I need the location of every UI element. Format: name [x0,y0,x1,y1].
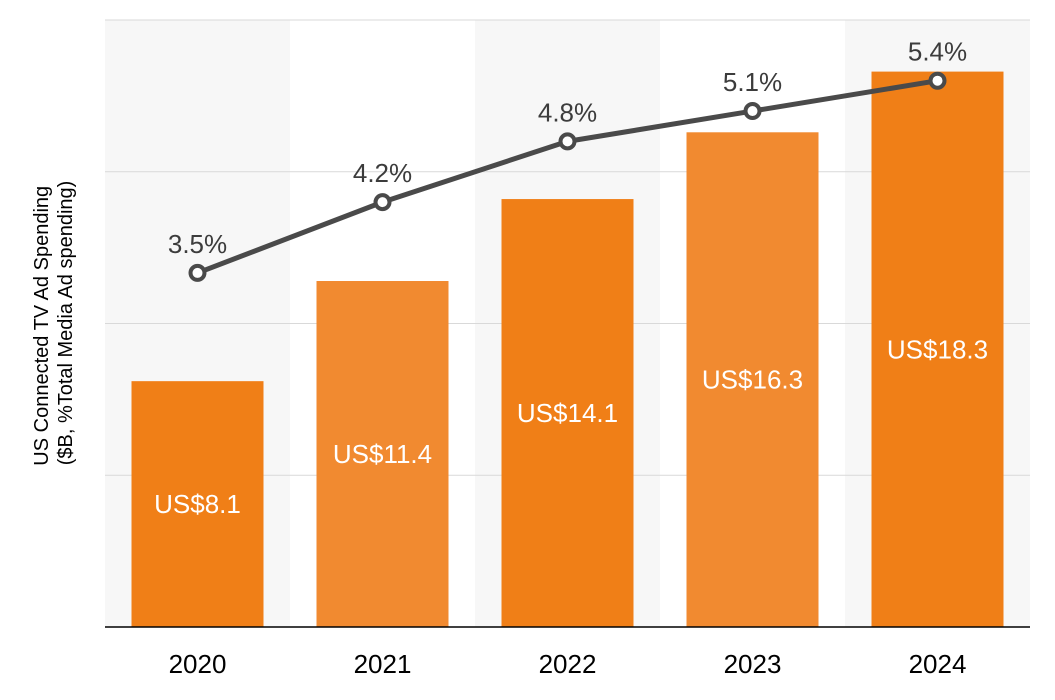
line-value-labels: 3.5% 4.2% 4.8% 5.1% 5.4% [168,37,967,259]
bar-2024 [871,71,1004,628]
line-point-2023 [743,102,762,121]
bar-value-label-2024: US$18.3 [887,334,988,364]
line-value-label-2021: 4.2% [353,158,412,188]
bar-value-label-2023: US$16.3 [702,365,803,395]
line-point-2021 [373,193,392,212]
bar-value-label-2022: US$14.1 [517,398,618,428]
bar-2021 [316,281,449,627]
bar-2023 [686,132,819,628]
line-point-2020 [188,263,207,282]
y-axis-title-line-2: ($B, %Total Media Ad spending) [55,181,77,466]
x-tick-label-2020: 2020 [169,649,227,679]
line-value-label-2020: 3.5% [168,229,227,259]
bar-2022 [501,199,634,627]
line-series [188,71,947,282]
x-tick-label-2021: 2021 [354,649,412,679]
line-point-2022 [558,132,577,151]
line-point-2024 [928,71,947,90]
x-tick-label-2022: 2022 [539,649,597,679]
bar-value-labels: US$8.1 US$11.4 US$14.1 US$16.3 US$18.3 [154,334,988,519]
line-value-label-2023: 5.1% [723,67,782,97]
bar-2020 [131,381,264,627]
bar-value-label-2020: US$8.1 [154,489,241,519]
bar-value-label-2021: US$11.4 [333,439,432,469]
line-value-label-2022: 4.8% [538,97,597,127]
bars [131,71,1004,628]
y-axis-title-line-1: US Connected TV Ad Spending [31,186,53,466]
x-tick-label-2024: 2024 [909,649,967,679]
y-axis-title: US Connected TV Ad Spending ($B, %Total … [31,180,77,465]
x-tick-labels: 2020 2021 2022 2023 2024 [169,649,967,679]
x-tick-label-2023: 2023 [724,649,782,679]
line-value-label-2024: 5.4% [908,37,967,67]
